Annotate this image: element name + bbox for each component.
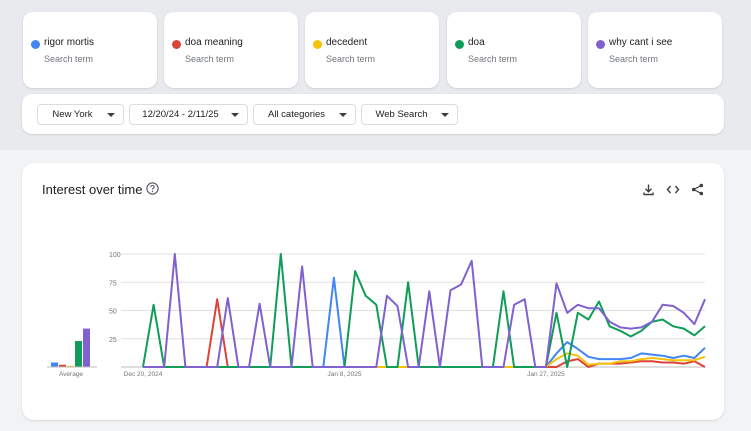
average-label: Average <box>59 371 83 378</box>
series-color-dot <box>313 40 322 49</box>
caret-down-icon <box>231 112 239 117</box>
help-icon[interactable] <box>146 182 159 195</box>
filter-bar: New York 12/20/24 - 2/11/25 All categori… <box>22 94 724 134</box>
date-range-label: 12/20/24 - 2/11/25 <box>142 109 219 120</box>
y-tick-label: 50 <box>109 309 117 316</box>
average-bar <box>51 362 58 367</box>
term-subtitle: Search term <box>44 54 94 64</box>
average-bar <box>75 341 82 367</box>
y-tick-label: 25 <box>109 337 117 344</box>
share-icon[interactable] <box>691 183 704 196</box>
series-color-dot <box>31 40 40 49</box>
interest-over-time-card: Interest over time 100 75 50 25 Dec 20, 2024… <box>22 163 724 420</box>
y-tick-label: 100 <box>109 252 121 259</box>
caret-down-icon <box>107 112 115 117</box>
x-tick-label: Jan 27, 2025 <box>527 371 565 378</box>
series-line-doa <box>142 253 706 368</box>
term-card-decedent[interactable]: decedent Search term <box>305 12 439 88</box>
series-color-dot <box>172 40 181 49</box>
category-dropdown[interactable]: All categories <box>253 104 356 125</box>
caret-down-icon <box>339 112 347 117</box>
term-name: doa meaning <box>185 37 243 48</box>
average-bar <box>59 364 66 367</box>
term-card-why-cant-i-see[interactable]: why cant i see Search term <box>588 12 722 88</box>
term-subtitle: Search term <box>609 54 659 64</box>
category-label: All categories <box>267 109 326 120</box>
term-name: doa <box>468 37 485 48</box>
term-name: decedent <box>326 37 368 48</box>
average-bar <box>83 328 90 367</box>
term-name: why cant i see <box>609 37 673 48</box>
series-line-why-cant-i-see <box>143 253 706 368</box>
term-subtitle: Search term <box>468 54 518 64</box>
region-label: New York <box>52 109 93 120</box>
term-card-doa[interactable]: doa Search term <box>447 12 581 88</box>
download-icon[interactable] <box>642 183 655 196</box>
y-tick-label: 75 <box>109 280 117 287</box>
term-subtitle: Search term <box>326 54 376 64</box>
term-name: rigor mortis <box>44 37 95 48</box>
term-subtitle: Search term <box>185 54 235 64</box>
search-type-label: Web Search <box>375 109 428 120</box>
caret-down-icon <box>441 112 449 117</box>
card-title: Interest over time <box>42 182 143 197</box>
region-dropdown[interactable]: New York <box>37 104 124 125</box>
interest-chart: 100 75 50 25 Dec 20, 2024 Jan 8, 2025 Jan 27, … <box>47 252 706 378</box>
average-bar <box>67 365 74 367</box>
term-card-rigor-mortis[interactable]: rigor mortis Search term <box>23 12 157 88</box>
series-color-dot <box>596 40 605 49</box>
search-type-dropdown[interactable]: Web Search <box>361 104 458 125</box>
x-tick-label: Jan 8, 2025 <box>327 371 361 378</box>
x-tick-label: Dec 20, 2024 <box>124 371 163 378</box>
date-range-dropdown[interactable]: 12/20/24 - 2/11/25 <box>129 104 248 125</box>
embed-icon[interactable] <box>666 183 680 196</box>
series-color-dot <box>455 40 464 49</box>
term-card-doa-meaning[interactable]: doa meaning Search term <box>164 12 298 88</box>
